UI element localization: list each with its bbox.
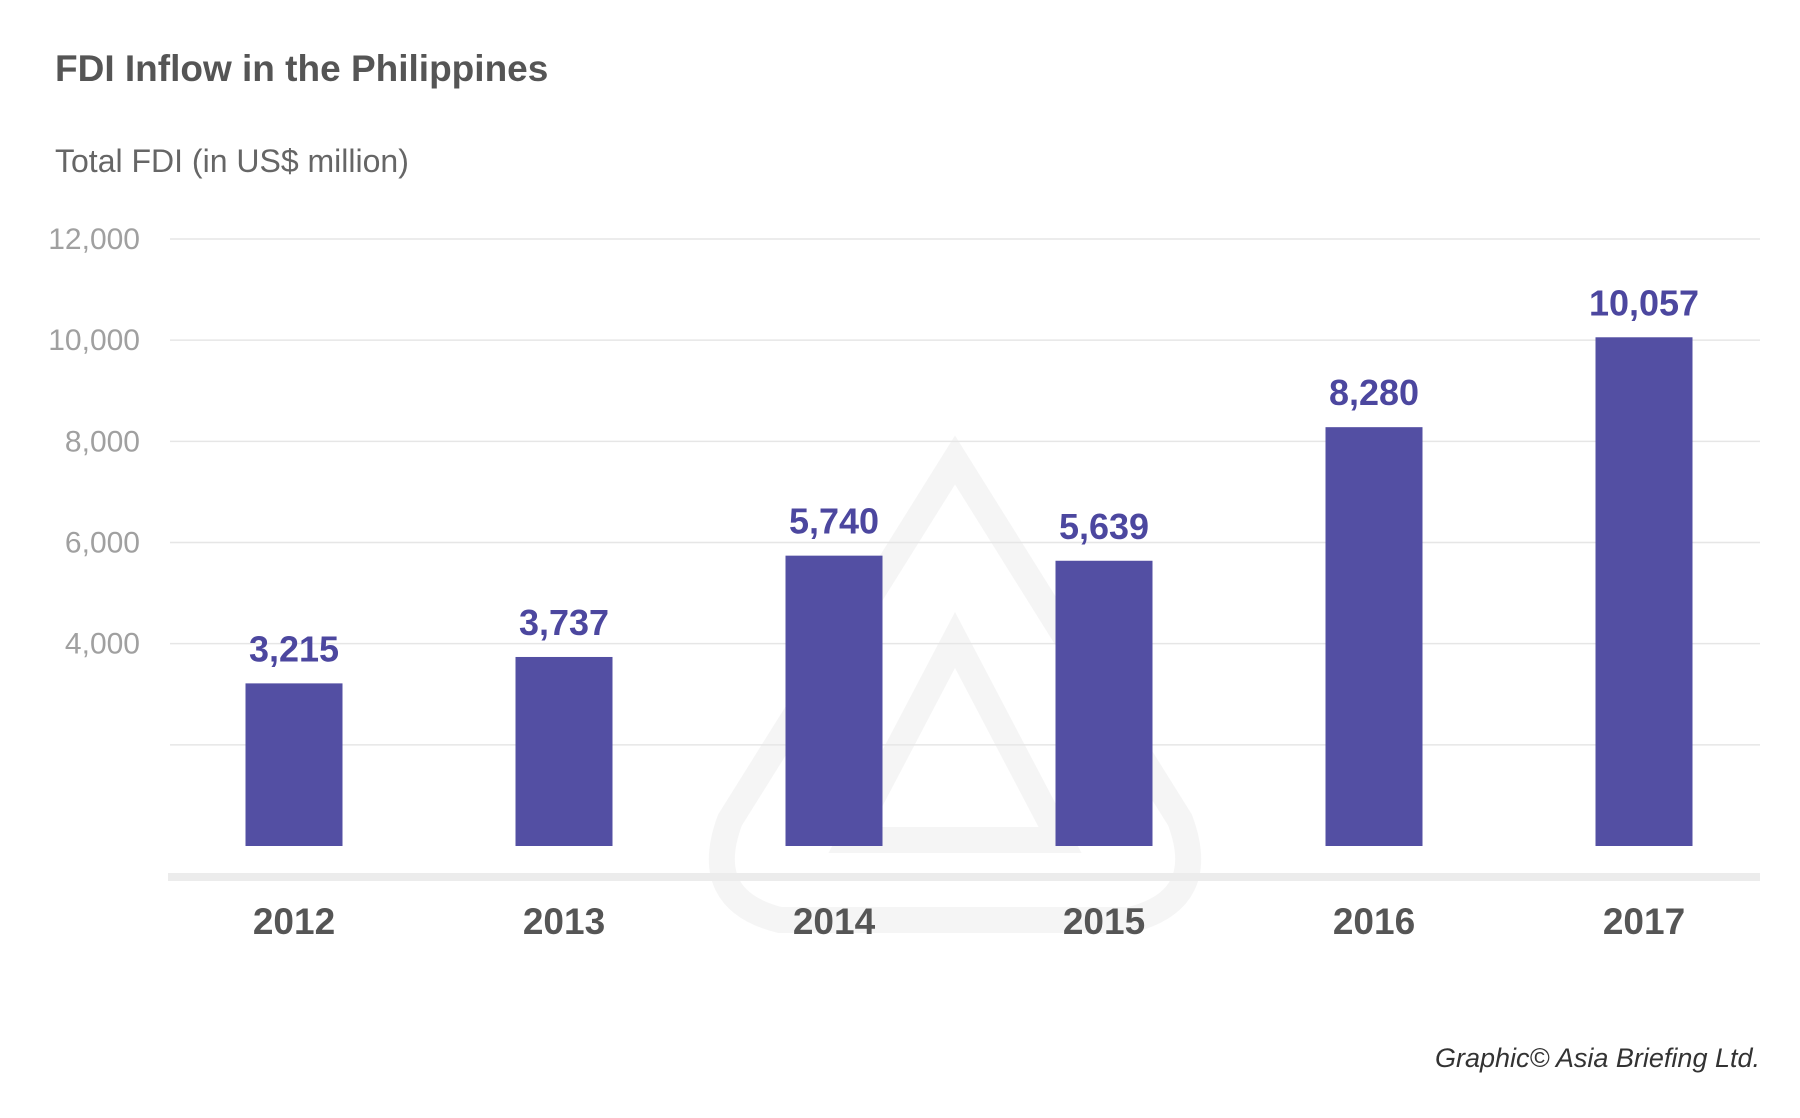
credit-text: Graphic© Asia Briefing Ltd.: [1434, 1043, 1760, 1073]
bar-2017: [1595, 337, 1693, 846]
y-tick-label: 6,000: [65, 527, 140, 560]
bar-2014: [785, 555, 883, 846]
y-tick-label: 8,000: [65, 425, 140, 458]
data-label: 10,057: [1589, 282, 1699, 323]
x-axis-line: [168, 873, 1760, 881]
x-tick-label: 2017: [1603, 901, 1685, 942]
y-tick-label: 4,000: [65, 628, 140, 661]
chart-title: FDI Inflow in the Philippines: [55, 48, 549, 89]
x-tick-label: 2012: [253, 901, 335, 942]
bar-2012: [245, 683, 343, 846]
bar-2015: [1055, 560, 1153, 846]
y-tick-label: 10,000: [48, 324, 140, 357]
y-tick-label: 12,000: [48, 223, 140, 256]
bar-2013: [515, 656, 613, 846]
x-tick-label: 2015: [1063, 901, 1145, 942]
y-axis-label: Total FDI (in US$ million): [55, 143, 409, 179]
watermark-shape: [708, 435, 1202, 933]
watermark-logo: [708, 435, 1202, 933]
data-label: 8,280: [1329, 372, 1419, 413]
x-tick-label: 2014: [793, 901, 876, 942]
data-label: 3,215: [249, 628, 339, 669]
data-label: 3,737: [519, 602, 609, 643]
x-tick-label: 2013: [523, 901, 605, 942]
bar-2016: [1325, 427, 1423, 846]
x-tick-label: 2016: [1333, 901, 1415, 942]
data-label: 5,740: [789, 501, 879, 542]
data-label: 5,639: [1059, 506, 1149, 547]
